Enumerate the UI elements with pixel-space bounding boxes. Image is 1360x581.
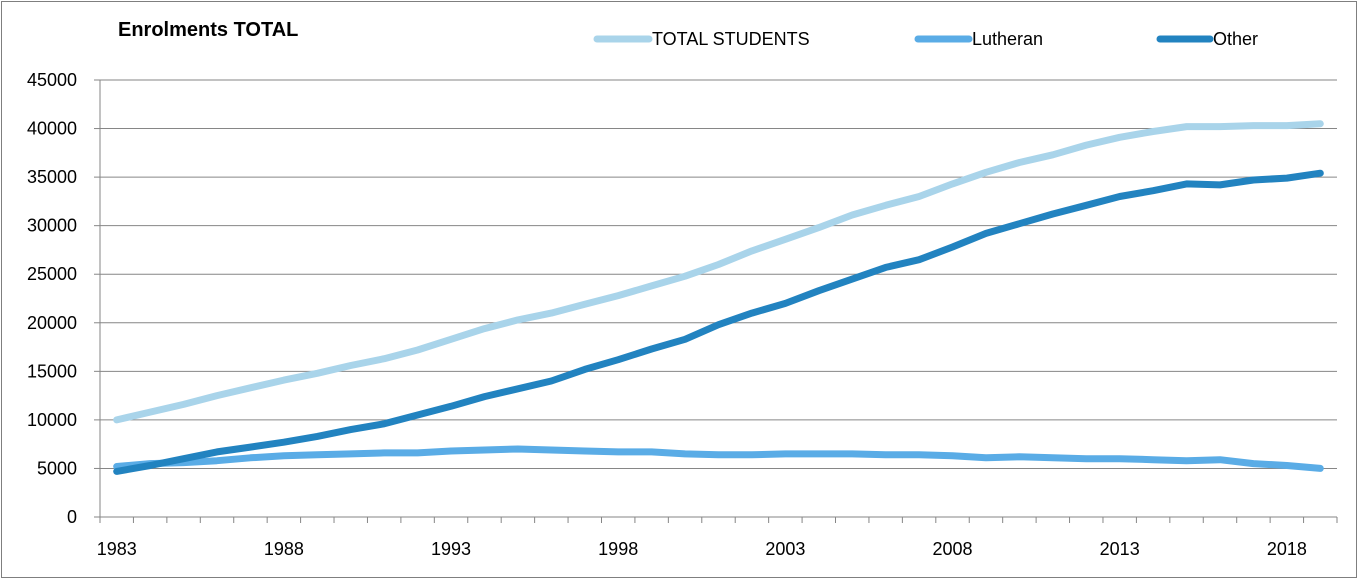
y-tick-label: 10000 [27,410,77,430]
series-line-lutheran [113,445,1324,472]
y-tick-labels: 0 5000 10000 15000 20000 25000 30000 35000 40000… [27,70,77,527]
x-tick-label: 1983 [97,539,137,559]
y-tick-label: 35000 [27,167,77,187]
y-tick-label: 20000 [27,313,77,333]
y-tick-label: 45000 [27,70,77,90]
x-tick-label: 1998 [598,539,638,559]
legend-label: Other [1213,29,1258,49]
x-tick-label: 2008 [933,539,973,559]
y-tick-label: 40000 [27,119,77,139]
axes [99,80,1338,523]
legend-label: TOTAL STUDENTS [652,29,810,49]
y-tick-label: 25000 [27,264,77,284]
y-tick-label: 0 [67,507,77,527]
grid-lines [94,79,1337,518]
x-tick-label: 2018 [1267,539,1307,559]
y-tick-label: 5000 [37,458,77,478]
x-tick-label: 2013 [1100,539,1140,559]
x-tick-label: 1993 [431,539,471,559]
series-lines [113,120,1324,475]
x-tick-label: 1988 [264,539,304,559]
series-line-other [113,169,1324,475]
x-tick-label: 2003 [765,539,805,559]
y-tick-label: 30000 [27,216,77,236]
legend: TOTAL STUDENTS Lutheran Other [593,29,1258,49]
chart-title: Enrolments TOTAL [118,19,298,41]
legend-label: Lutheran [972,29,1043,49]
y-tick-label: 15000 [27,361,77,381]
series-line-total-students [113,120,1324,424]
x-tick-labels: 1983 1988 1993 1998 2003 2008 2013 2018 [97,539,1307,559]
